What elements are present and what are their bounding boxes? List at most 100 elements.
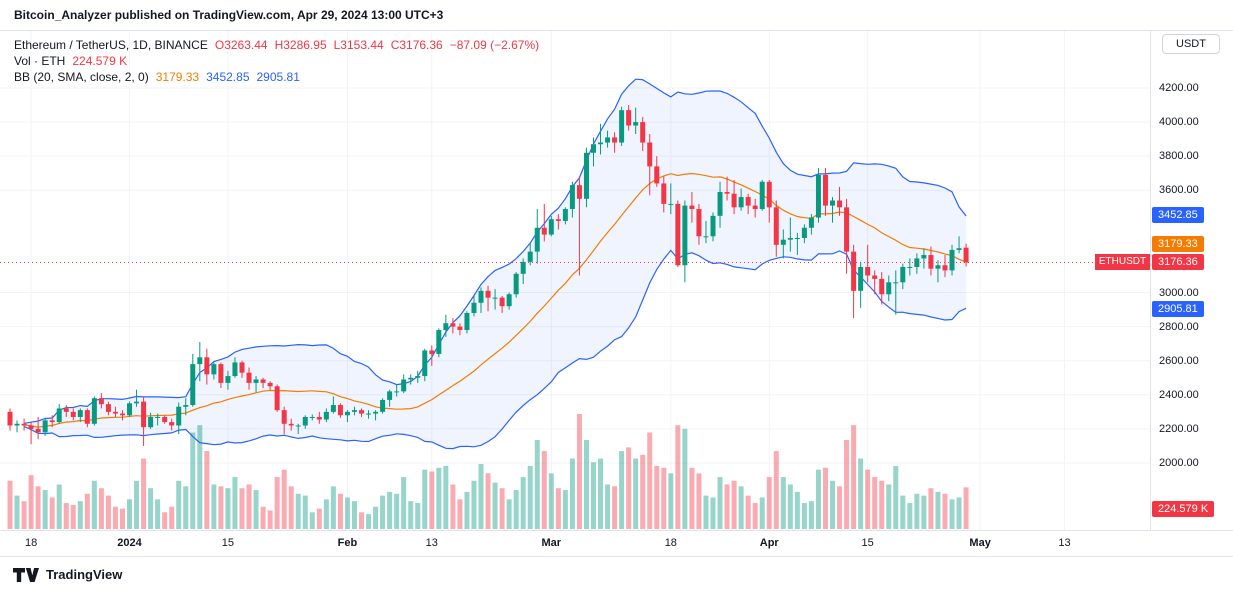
legend-bb-row[interactable]: BB (20, SMA, close, 2, 0) 3179.33 3452.85 2… [14, 69, 539, 85]
volume-bar [28, 475, 34, 529]
volume-bar [598, 458, 604, 529]
volume-bar [752, 503, 758, 529]
price-tag: 3176.36 [1152, 254, 1204, 271]
volume-bar [879, 480, 885, 529]
volume-bar [457, 499, 463, 529]
volume-bar [900, 495, 906, 529]
volume-bar [569, 458, 575, 529]
volume-bar [281, 469, 287, 529]
volume-bar [14, 495, 20, 529]
volume-bar [253, 490, 259, 529]
candle-body [274, 386, 280, 411]
symbol-title[interactable]: Ethereum / TetherUS, 1D, BINANCE [14, 38, 208, 52]
volume-bar [815, 469, 821, 529]
volume-bar [499, 488, 505, 529]
currency-toggle-button[interactable]: USDT [1162, 34, 1220, 54]
volume-bar [42, 490, 48, 529]
volume-bar [787, 484, 793, 529]
volume-bar [541, 451, 547, 529]
legend-symbol-row[interactable]: Ethereum / TetherUS, 1D, BINANCE O3263.44… [14, 37, 539, 53]
volume-bar [717, 477, 723, 529]
ohlc-low: L3153.44 [333, 38, 384, 52]
volume-bar [471, 480, 477, 529]
candle-body [211, 364, 217, 375]
candle-body [323, 411, 329, 420]
volume-bar [822, 467, 828, 529]
volume-bar [267, 510, 273, 529]
candle-body [879, 278, 885, 295]
volume-bar [190, 432, 196, 529]
candle-body [316, 416, 322, 420]
time-axis[interactable]: 18 2024 15 Feb 13 Mar 18 Apr 15 May 13 [0, 530, 1233, 557]
volume-bar [225, 488, 231, 529]
volume-bar [478, 464, 484, 529]
candle-body [49, 420, 55, 423]
volume-bar [112, 506, 118, 529]
volume-bar [141, 458, 147, 529]
candle-body [682, 205, 688, 266]
volume-bar [344, 497, 350, 529]
volume-bar [401, 477, 407, 529]
tradingview-brand-link[interactable]: TradingView [46, 567, 123, 582]
candle-body [35, 428, 41, 433]
candle-body [696, 209, 702, 237]
candle-body [42, 420, 48, 433]
volume-bar [724, 484, 730, 529]
candle-body [190, 364, 196, 406]
candle-body [21, 423, 27, 426]
volume-bar [893, 465, 899, 529]
candle-body [232, 362, 238, 377]
price-axis-label: 3800.00 [1159, 150, 1199, 163]
ohlc-high: H3286.95 [274, 38, 327, 52]
price-axis-label: 2400.00 [1159, 388, 1199, 401]
volume-bar [844, 439, 850, 529]
candle-body [738, 197, 744, 208]
volume-bar [337, 493, 343, 529]
price-tag: 224.579 K [1152, 501, 1215, 517]
candle-body [851, 251, 857, 291]
candle-body [373, 411, 379, 414]
candle-body [253, 379, 259, 383]
candle-body [485, 290, 491, 298]
legend-volume-row[interactable]: Vol · ETH 224.579 K [14, 53, 539, 69]
volume-bar [436, 467, 442, 529]
bb-basis-value: 3179.33 [155, 70, 200, 84]
candle-body [309, 416, 315, 418]
tradingview-logo-icon[interactable] [13, 568, 39, 582]
candle-body [626, 110, 632, 126]
volume-bar [647, 432, 653, 529]
candle-body [7, 411, 13, 426]
candle-body [225, 376, 231, 383]
candle-body [598, 142, 604, 145]
volume-bar [928, 488, 934, 529]
candle-body [759, 181, 765, 210]
candle-body [928, 255, 934, 269]
candle-body [281, 410, 287, 424]
volume-bar [808, 501, 814, 529]
volume-bar [295, 493, 301, 529]
candle-body [583, 152, 589, 199]
volume-bar [422, 469, 428, 529]
candle-body [260, 379, 266, 383]
volume-bar [872, 477, 878, 529]
candle-body [443, 323, 449, 331]
candle-body [801, 227, 807, 238]
chart-pane[interactable]: Ethereum / TetherUS, 1D, BINANCE O3263.44… [0, 31, 1150, 530]
volume-bar [429, 471, 435, 529]
candle-body [28, 425, 34, 429]
candle-body [640, 122, 646, 143]
candle-body [14, 423, 20, 426]
volume-bar [260, 506, 266, 529]
candlestick-chart[interactable] [0, 31, 1150, 530]
ohlc-change: −87.09 (−2.67%) [449, 38, 540, 52]
price-axis-label: 2600.00 [1159, 354, 1199, 367]
candle-body [84, 410, 90, 424]
volume-bar [134, 480, 140, 529]
volume-bar [886, 484, 892, 529]
publisher-byline: Bitcoin_Analyzer published on TradingVie… [14, 8, 444, 22]
volume-bar [492, 482, 498, 529]
candle-body [436, 330, 442, 354]
volume-bar [288, 486, 294, 529]
volume-bar [443, 465, 449, 529]
price-axis[interactable]: USDT 4200.00 4000.00 3800.00 3600.00 3000.00… [1150, 31, 1233, 530]
